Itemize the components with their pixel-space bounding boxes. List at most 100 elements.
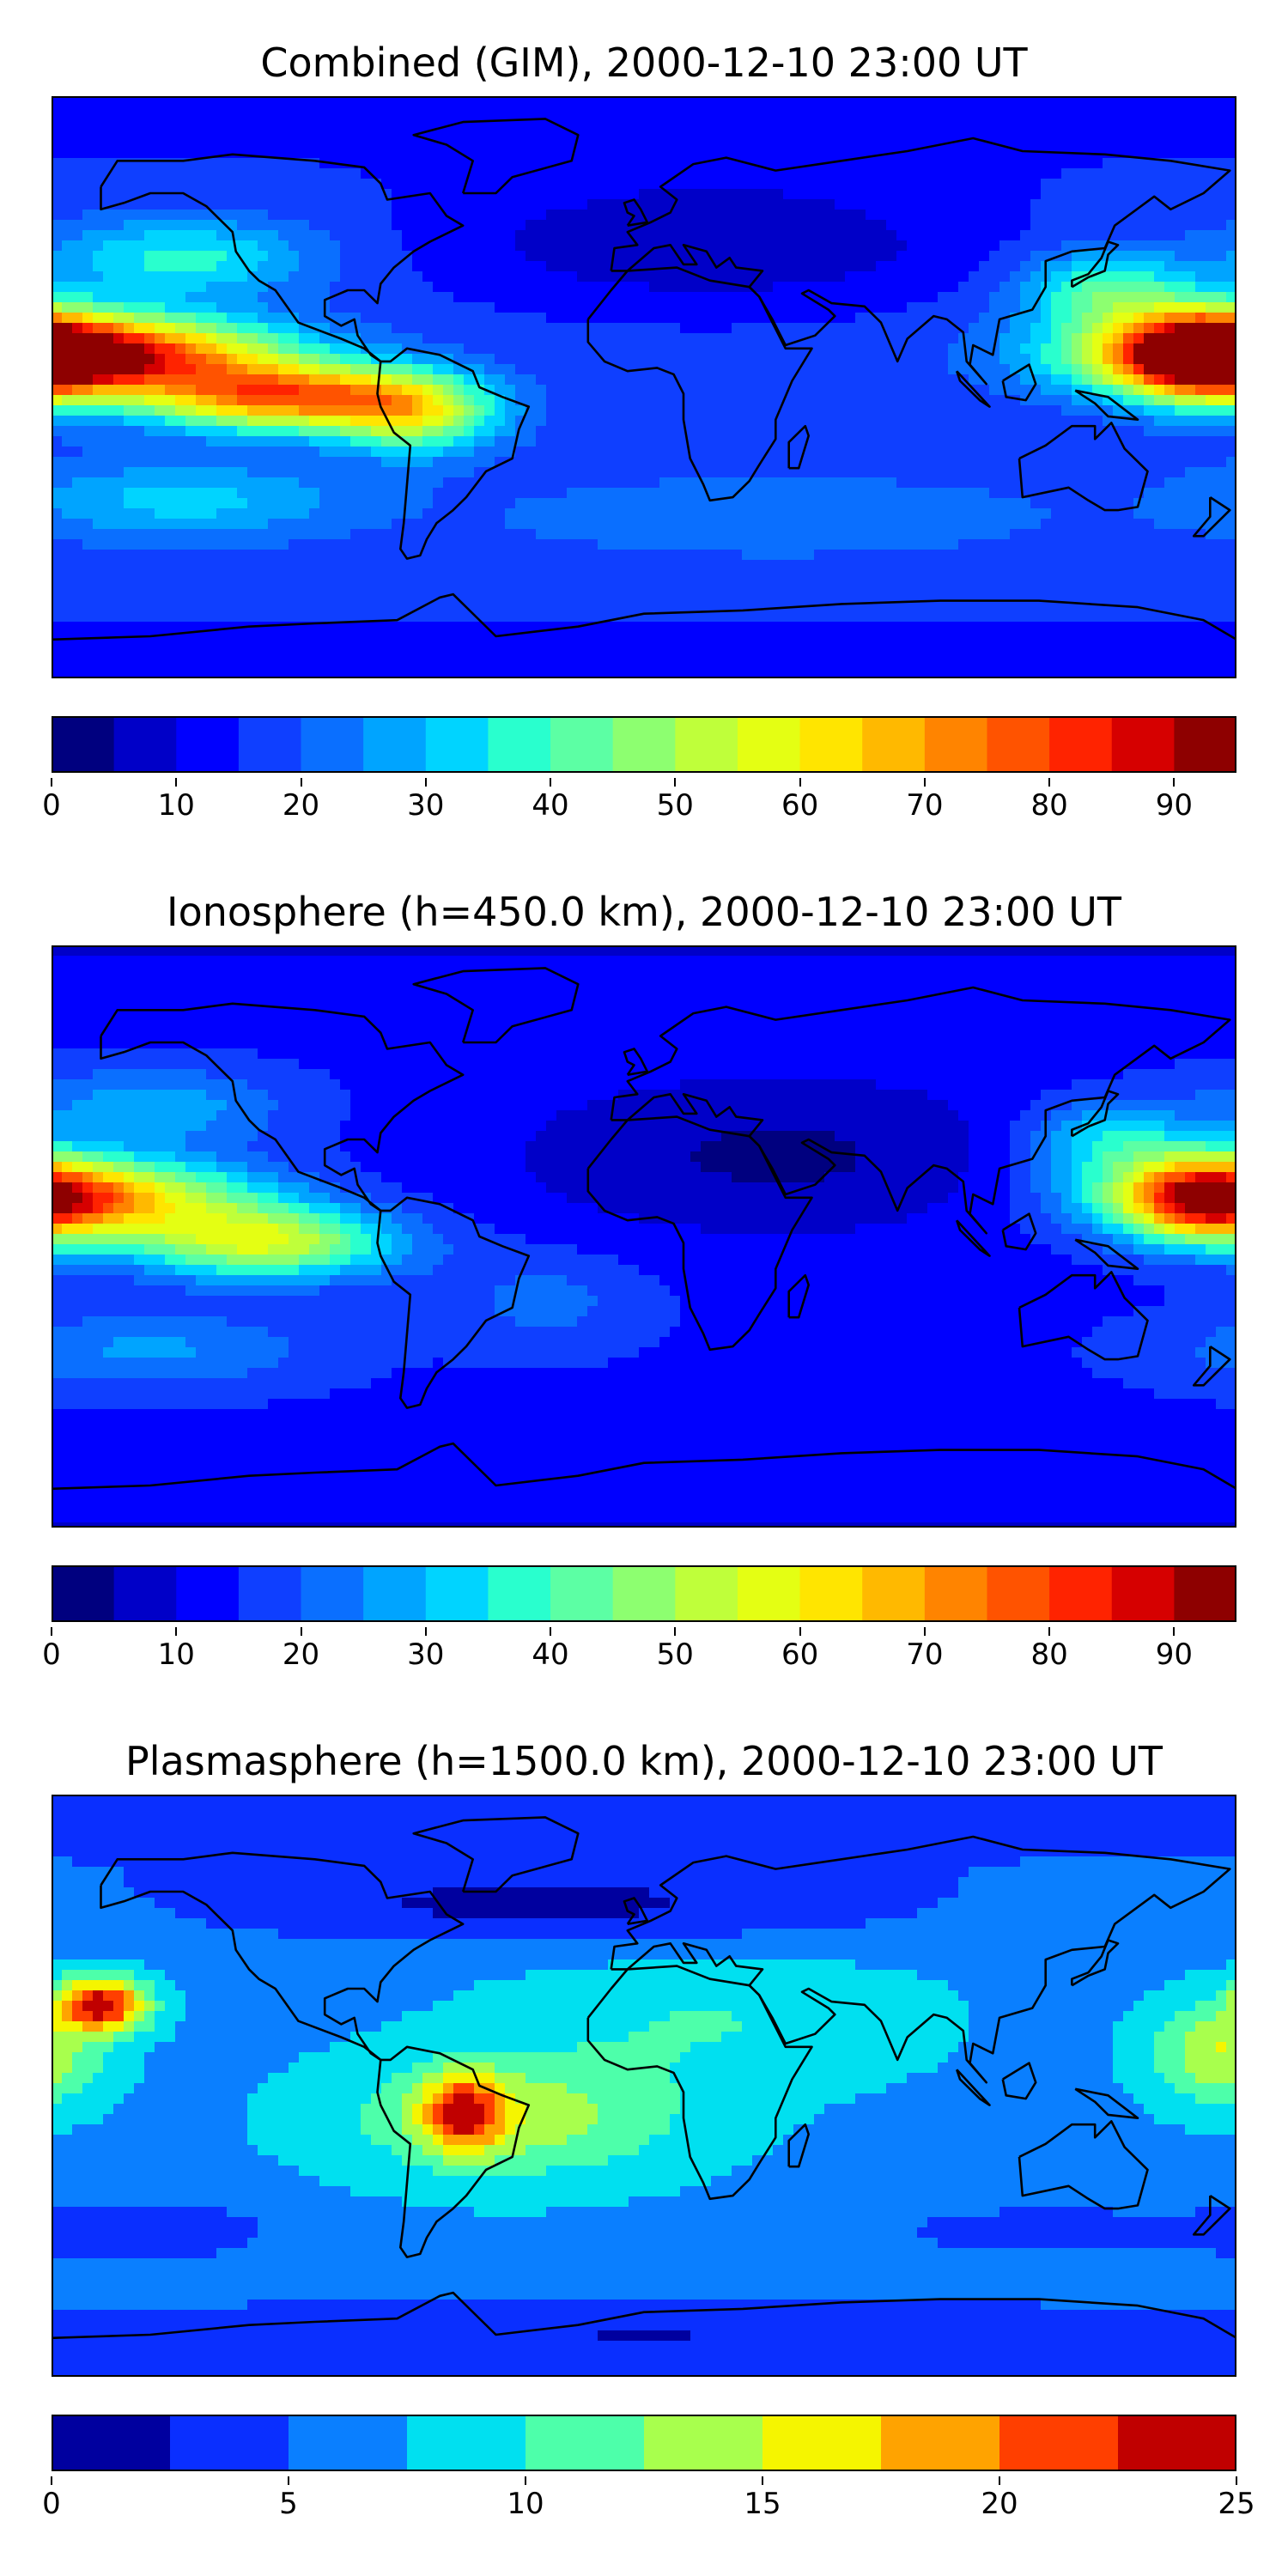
colorbar-tick-mark xyxy=(300,778,302,787)
colorbar-swatch xyxy=(881,2415,1000,2471)
colorbar-swatch xyxy=(799,1565,863,1622)
colorbar-swatch xyxy=(52,1565,115,1622)
colorbar-tick-label: 60 xyxy=(781,788,819,823)
colorbar-swatch xyxy=(363,1565,427,1622)
colorbar-tick-label: 5 xyxy=(279,2487,298,2521)
colorbar-swatch xyxy=(924,1565,987,1622)
colorbar-tick-label: 30 xyxy=(407,1637,445,1672)
colorbar-swatch xyxy=(176,716,240,773)
colorbar-tick-mark xyxy=(424,1627,427,1636)
colorbar-swatch xyxy=(425,716,489,773)
colorbar-tick-mark xyxy=(923,778,926,787)
colorbar-swatch xyxy=(924,716,987,773)
colorbar-swatch xyxy=(862,1565,926,1622)
colorbar-tick-label: 0 xyxy=(42,788,61,823)
colorbar-swatch xyxy=(425,1565,489,1622)
colorbar-swatch xyxy=(301,1565,364,1622)
colorbar-swatch xyxy=(301,716,364,773)
map-combined xyxy=(52,96,1236,678)
colorbar-tick-label: 10 xyxy=(157,788,195,823)
colorbar-tick-mark xyxy=(175,1627,178,1636)
map-title-plasmasphere: Plasmasphere (h=1500.0 km), 2000-12-10 2… xyxy=(125,1738,1163,1784)
colorbar-tick-mark xyxy=(762,2476,763,2485)
colorbar-swatch xyxy=(113,716,177,773)
colorbar-tick-label: 90 xyxy=(1155,788,1193,823)
colorbar-swatch xyxy=(612,716,676,773)
colorbar-tick-mark xyxy=(550,778,552,787)
map-ionosphere xyxy=(52,945,1236,1528)
colorbar-tick-label: 60 xyxy=(781,1637,819,1672)
colorbar-tick-mark xyxy=(1048,1627,1051,1636)
colorbar-swatch xyxy=(238,716,302,773)
colorbar-swatch xyxy=(526,2415,645,2471)
colorbar-tick-label: 20 xyxy=(981,2487,1018,2521)
colorbar-swatch xyxy=(170,2415,289,2471)
colorbar-swatch xyxy=(1111,1565,1175,1622)
colorbar-tick-label: 0 xyxy=(42,2487,61,2521)
colorbar-tick-label: 0 xyxy=(42,1637,61,1672)
colorbar-tick-mark xyxy=(525,2476,526,2485)
colorbar-swatch xyxy=(862,716,926,773)
colorbar-tick-label: 50 xyxy=(656,1637,694,1672)
colorbar-swatch xyxy=(1111,716,1175,773)
colorbar-swatch xyxy=(987,716,1050,773)
colorbar-tick-mark xyxy=(300,1627,302,1636)
colorbar-combined xyxy=(52,716,1237,773)
colorbar-swatch xyxy=(1118,2415,1237,2471)
colorbar-tick-mark xyxy=(674,1627,677,1636)
colorbar-swatch xyxy=(363,716,427,773)
colorbar-tick-label: 30 xyxy=(407,788,445,823)
colorbar-tick-mark xyxy=(288,2476,289,2485)
colorbar-swatch xyxy=(550,1565,614,1622)
colorbar-ticks-plasmasphere: 0 5 10 15 20 25 xyxy=(42,2476,1255,2524)
colorbar-swatch xyxy=(1174,1565,1237,1622)
coastlines xyxy=(52,967,1236,1491)
colorbar-swatch xyxy=(999,2415,1119,2471)
colorbar-swatch xyxy=(612,1565,676,1622)
colorbar-swatch xyxy=(987,1565,1050,1622)
coastlines xyxy=(52,118,1236,641)
colorbar-tick-mark xyxy=(999,2476,1000,2485)
colorbar-swatch xyxy=(52,716,115,773)
colorbar-tick-label: 25 xyxy=(1218,2487,1255,2521)
colorbar-tick-label: 10 xyxy=(157,1637,195,1672)
map-title-combined: Combined (GIM), 2000-12-10 23:00 UT xyxy=(260,39,1028,86)
colorbar-swatch xyxy=(644,2415,763,2471)
colorbar-tick-mark xyxy=(923,1627,926,1636)
colorbar-swatch xyxy=(1049,1565,1113,1622)
colorbar-tick-label: 80 xyxy=(1030,788,1068,823)
colorbar-tick-mark xyxy=(799,778,801,787)
colorbar-tick-label: 15 xyxy=(744,2487,781,2521)
colorbar-tick-label: 70 xyxy=(906,788,944,823)
colorbar-swatch xyxy=(488,716,551,773)
colorbar-tick-label: 20 xyxy=(282,788,320,823)
map-title-ionosphere: Ionosphere (h=450.0 km), 2000-12-10 23:0… xyxy=(167,889,1121,935)
colorbar-tick-label: 80 xyxy=(1030,1637,1068,1672)
colorbar-swatch xyxy=(407,2415,526,2471)
colorbar-tick-label: 70 xyxy=(906,1637,944,1672)
colorbar-tick-mark xyxy=(1173,778,1176,787)
colorbar-swatch xyxy=(1049,716,1113,773)
colorbar-swatch xyxy=(550,716,614,773)
colorbar-tick-label: 50 xyxy=(656,788,694,823)
colorbar-swatch xyxy=(799,716,863,773)
coastlines xyxy=(52,1816,1236,2340)
colorbar-ionosphere xyxy=(52,1565,1237,1622)
colorbar-tick-mark xyxy=(1173,1627,1176,1636)
colorbar-swatch xyxy=(762,2415,882,2471)
colorbar-swatch xyxy=(1174,716,1237,773)
colorbar-ticks-combined: 0 10 20 30 40 50 60 70 80 90 xyxy=(42,778,1236,826)
colorbar-swatch xyxy=(488,1565,551,1622)
colorbar-tick-mark xyxy=(674,778,677,787)
colorbar-swatch xyxy=(737,1565,801,1622)
colorbar-tick-label: 40 xyxy=(532,1637,569,1672)
colorbar-tick-mark xyxy=(550,1627,552,1636)
colorbar-tick-label: 40 xyxy=(532,788,569,823)
colorbar-tick-label: 20 xyxy=(282,1637,320,1672)
colorbar-swatch xyxy=(675,1565,738,1622)
colorbar-swatch xyxy=(289,2415,408,2471)
colorbar-tick-mark xyxy=(799,1627,801,1636)
colorbar-swatch xyxy=(113,1565,177,1622)
colorbar-tick-mark xyxy=(175,778,178,787)
colorbar-tick-mark xyxy=(51,778,52,787)
